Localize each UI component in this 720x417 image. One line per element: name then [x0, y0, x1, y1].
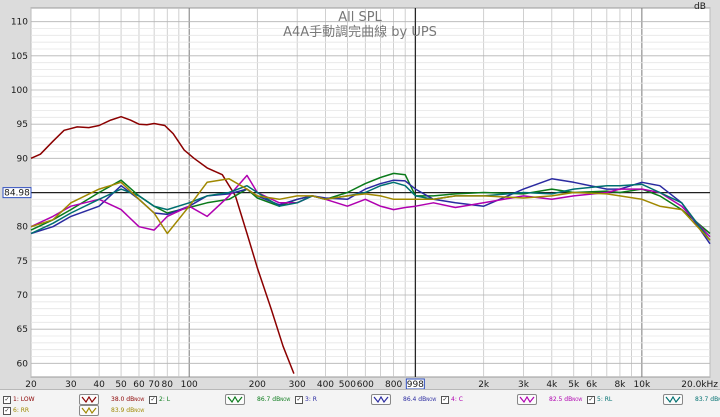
- legend-checkbox[interactable]: ✓: [295, 396, 303, 404]
- x-tick-label: 40: [93, 380, 105, 389]
- x-tick-label: 5k: [568, 380, 580, 389]
- legend-checkbox[interactable]: ✓: [3, 407, 11, 415]
- legend-level-unit: NOW: [572, 397, 583, 402]
- y-axis-unit: dB: [694, 2, 706, 12]
- x-tick-label: 30: [65, 380, 77, 389]
- x-tick-label: 400: [317, 380, 334, 389]
- legend-checkbox[interactable]: ✓: [149, 396, 157, 404]
- reference-label: 84.98: [4, 189, 30, 199]
- x-tick-label: 200: [249, 380, 266, 389]
- x-tick-label: 8k: [614, 380, 626, 389]
- y-tick-label: 70: [17, 291, 29, 301]
- spl-chart: 6065707580859095100105110203040506070801…: [2, 2, 719, 389]
- legend-series-name: 6: RR: [13, 407, 30, 414]
- legend-level-value: 38.0 dBNOW: [111, 396, 145, 403]
- cursor-label: 998: [407, 380, 424, 389]
- legend-level-unit: NOW: [718, 397, 720, 402]
- legend-series-name: 3: R: [305, 396, 317, 403]
- y-tick-label: 90: [17, 154, 29, 164]
- legend-level-value: 82.5 dBNOW: [549, 396, 583, 403]
- series-group: [30, 115, 711, 374]
- legend-checkbox[interactable]: ✓: [587, 396, 595, 404]
- legend-checkbox[interactable]: ✓: [441, 396, 449, 404]
- x-tick-label: 3k: [518, 380, 530, 389]
- series-line-4: [30, 174, 711, 238]
- x-tick-label: 6k: [586, 380, 598, 389]
- y-tick-label: 75: [17, 257, 28, 267]
- legend-level-value: 83.7 dBNOW: [695, 396, 720, 404]
- x-tick-label: 50: [115, 380, 127, 389]
- legend-level-value: 86.4 dBNOW: [403, 396, 437, 403]
- axis-labels: 6065707580859095100105110203040506070801…: [2, 18, 718, 389]
- legend-level-value: 86.7 dBNOW: [257, 396, 291, 403]
- x-tick-label: 500: [339, 380, 356, 389]
- waveform-icon[interactable]: [371, 394, 391, 405]
- x-tick-label: 4k: [546, 380, 558, 389]
- x-tick-label: 60: [133, 380, 145, 389]
- x-tick-label: 800: [385, 380, 402, 389]
- cursor-label-box[interactable]: [405, 378, 425, 389]
- legend-series-name: 1: LOW: [13, 396, 35, 403]
- x-tick-label: 100: [181, 380, 198, 389]
- legend-series-name: 5: RL: [597, 396, 613, 403]
- legend-level-unit: NOW: [426, 397, 437, 402]
- x-tick-label: 600: [357, 380, 374, 389]
- x-tick-label: 2k: [478, 380, 490, 389]
- chart-title: All SPL: [338, 10, 382, 25]
- x-tick-label: 20: [25, 380, 37, 389]
- series-line-6: [30, 178, 711, 241]
- waveform-icon[interactable]: [79, 405, 99, 416]
- y-tick-label: 100: [11, 86, 28, 96]
- y-tick-label: 110: [11, 18, 28, 28]
- legend-level-value: 83.9 dBNOW: [111, 407, 145, 414]
- legend-level-unit: NOW: [134, 397, 145, 402]
- waveform-icon[interactable]: [517, 394, 537, 405]
- y-tick-label: 80: [17, 223, 29, 233]
- waveform-icon[interactable]: [663, 394, 683, 405]
- y-tick-label: 95: [17, 120, 28, 130]
- legend-level-unit: NOW: [280, 397, 291, 402]
- x-tick-label: 10k: [634, 380, 651, 389]
- x-tick-label: 70: [148, 380, 160, 389]
- x-tick-label: 300: [289, 380, 306, 389]
- legend-level-unit: NOW: [134, 408, 145, 413]
- legend-checkbox[interactable]: ✓: [3, 396, 11, 404]
- x-tick-label: 80: [162, 380, 174, 389]
- reference-label-box[interactable]: [2, 187, 32, 199]
- reference-line-group: [31, 8, 710, 377]
- y-tick-label: 105: [11, 52, 28, 62]
- y-tick-label: 60: [17, 359, 29, 369]
- x-tick-label: 20.0kHz: [681, 380, 718, 389]
- legend-bar: ✓ 1: LOW 38.0 dBNOW ✓ 2: L 86.7 dBNOW ✓ 3: R 86.…: [0, 389, 720, 417]
- legend-series-name: 4: C: [451, 396, 463, 403]
- y-tick-label: 65: [17, 325, 28, 335]
- waveform-icon[interactable]: [79, 394, 99, 405]
- waveform-icon[interactable]: [225, 394, 245, 405]
- series-line-1: [30, 115, 295, 374]
- legend-series-name: 2: L: [159, 396, 171, 403]
- chart-subtitle: A4A手動調完曲線 by UPS: [283, 24, 437, 40]
